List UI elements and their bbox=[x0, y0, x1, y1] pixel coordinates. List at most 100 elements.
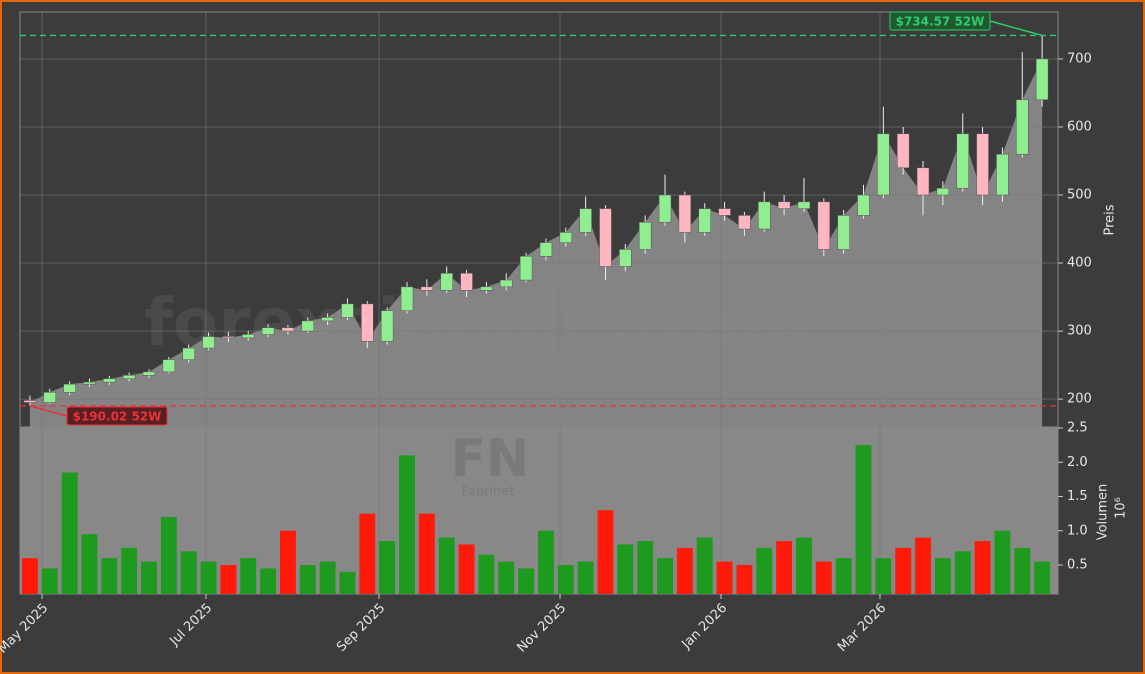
candle-body bbox=[579, 208, 592, 233]
y-axis-label: Volumen bbox=[1096, 484, 1111, 541]
symbol-watermark: FN bbox=[450, 429, 529, 489]
volume-bar bbox=[121, 547, 138, 594]
y-tick-label: 0.5 bbox=[1067, 558, 1088, 573]
candle-body bbox=[480, 286, 493, 291]
volume-bar bbox=[637, 541, 654, 594]
candle-body bbox=[361, 303, 374, 342]
candle-body bbox=[281, 327, 295, 332]
volume-bar bbox=[676, 547, 693, 594]
volume-bar bbox=[21, 558, 38, 594]
volume-bar bbox=[41, 568, 58, 594]
candle-body bbox=[142, 371, 156, 376]
candle-body bbox=[23, 400, 37, 403]
candle-body bbox=[877, 133, 890, 196]
candle-body bbox=[738, 215, 751, 230]
candle-body bbox=[341, 303, 354, 318]
price-area bbox=[29, 58, 1043, 427]
candle-body bbox=[936, 187, 950, 196]
y-tick-label: 300 bbox=[1067, 324, 1092, 339]
y-axis-exponent: 10⁶ bbox=[1114, 497, 1129, 519]
volume-bar bbox=[399, 455, 415, 594]
volume-bar bbox=[359, 513, 376, 594]
candle-body bbox=[460, 272, 473, 291]
candle-body bbox=[182, 347, 195, 360]
candle-body bbox=[956, 133, 969, 189]
volume-bar bbox=[934, 558, 951, 594]
candle-body bbox=[301, 320, 314, 332]
candle-body bbox=[500, 279, 513, 288]
volume-bar bbox=[617, 544, 634, 594]
volume-bar bbox=[61, 472, 78, 594]
volume-bar bbox=[1034, 561, 1051, 594]
y-tick-label: 2.0 bbox=[1067, 455, 1088, 470]
volume-bar bbox=[597, 510, 614, 594]
candle-body bbox=[996, 153, 1009, 196]
candle-body bbox=[718, 208, 731, 216]
volume-bar bbox=[379, 541, 396, 594]
volume-bar bbox=[855, 445, 872, 594]
volume-bar bbox=[458, 544, 475, 594]
reference-label-box bbox=[889, 11, 991, 31]
volume-bar bbox=[577, 561, 594, 594]
candle-body bbox=[678, 194, 692, 233]
y-tick-label: 2.5 bbox=[1067, 421, 1088, 436]
candle-body bbox=[559, 232, 572, 243]
candle-body bbox=[857, 194, 870, 216]
volume-bar bbox=[994, 530, 1011, 594]
candle-body bbox=[380, 310, 394, 342]
volume-bar bbox=[657, 558, 673, 594]
candle-body bbox=[440, 272, 453, 291]
candle-body bbox=[420, 286, 434, 291]
volume-bar bbox=[260, 568, 277, 594]
candle-body bbox=[896, 133, 910, 169]
reference-arrow bbox=[989, 20, 1043, 37]
y-tick-label: 600 bbox=[1067, 119, 1092, 134]
reference-label: $190.02 52W bbox=[73, 410, 162, 424]
volume-bar bbox=[796, 537, 812, 594]
candle-body bbox=[222, 336, 235, 339]
candle-body bbox=[698, 208, 711, 233]
volume-bar bbox=[200, 561, 217, 594]
volume-bar bbox=[776, 541, 793, 594]
candle-body bbox=[519, 255, 533, 281]
candle-body bbox=[916, 167, 930, 196]
candle-body bbox=[400, 286, 414, 311]
volume-bar bbox=[160, 517, 177, 594]
y-axis-label: Preis bbox=[1103, 204, 1118, 235]
candle-body bbox=[797, 201, 811, 209]
y-tick-label: 700 bbox=[1067, 51, 1092, 66]
volume-bar bbox=[1014, 547, 1031, 594]
candle-body bbox=[777, 201, 791, 209]
candle-body bbox=[242, 334, 255, 339]
candle-body bbox=[539, 242, 553, 257]
candle-body bbox=[619, 249, 632, 267]
candle-body bbox=[976, 133, 989, 196]
volume-bar bbox=[557, 565, 574, 594]
candle-body bbox=[1016, 99, 1029, 155]
candle-body bbox=[321, 317, 334, 322]
volume-bar bbox=[518, 568, 535, 594]
volume-bar bbox=[438, 537, 455, 594]
volume-bar bbox=[974, 541, 991, 594]
volume-bar bbox=[180, 551, 197, 594]
y-tick-label: 500 bbox=[1067, 188, 1092, 203]
volume-bar bbox=[954, 551, 971, 594]
y-tick-label: 1.0 bbox=[1067, 523, 1088, 538]
volume-bar bbox=[141, 561, 157, 594]
volume-bar bbox=[498, 561, 515, 594]
candle-body bbox=[162, 359, 176, 373]
volume-bar bbox=[319, 561, 336, 594]
y-tick-label: 1.5 bbox=[1067, 489, 1088, 504]
candle-body bbox=[758, 201, 771, 230]
y-tick-label: 400 bbox=[1067, 256, 1092, 271]
volume-bar bbox=[756, 547, 773, 594]
y-tick-label: 200 bbox=[1067, 392, 1092, 407]
reference-label: $734.57 52W bbox=[896, 15, 985, 29]
candle-body bbox=[103, 378, 116, 383]
volume-bar bbox=[895, 547, 912, 594]
candle-body bbox=[599, 208, 612, 267]
volume-bar bbox=[279, 530, 296, 594]
candle-body bbox=[658, 194, 672, 223]
candle-body bbox=[638, 221, 652, 250]
